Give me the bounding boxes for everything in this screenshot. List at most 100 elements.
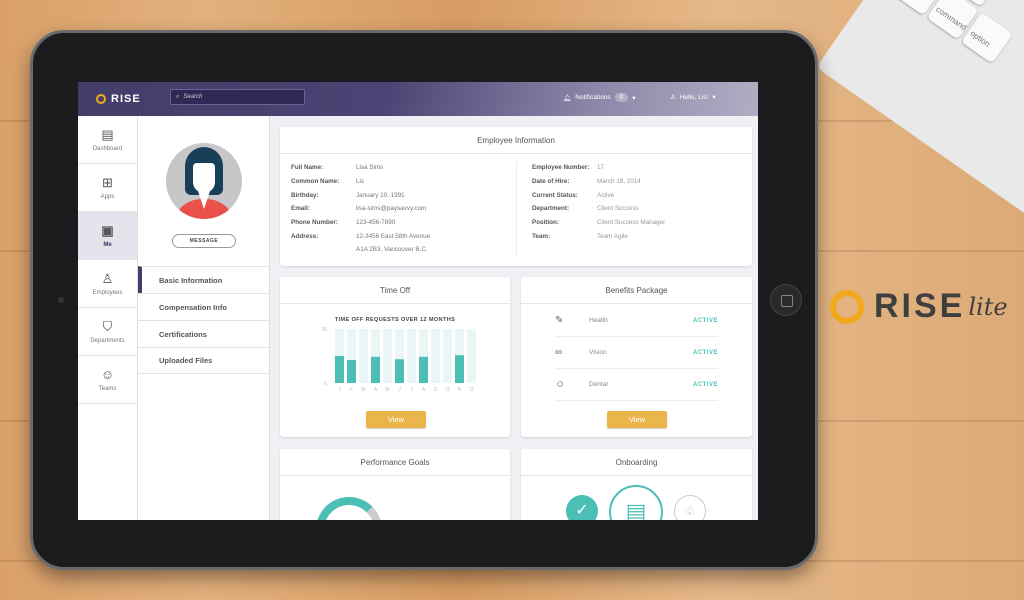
keyboard: command option [816, 0, 1024, 217]
bar-background [395, 329, 404, 383]
notifications-count: 0 [614, 93, 629, 102]
benefits-view-button[interactable]: View [607, 411, 667, 428]
info-value: 123-456-7890 [356, 219, 396, 227]
info-label: Department: [532, 205, 570, 213]
search-input[interactable]: ⌕ Search [170, 89, 305, 105]
info-label: Common Name: [291, 178, 340, 186]
nav-certifications[interactable]: Certifications [138, 320, 270, 347]
info-value: 12-3456 East 58th Avenue [356, 232, 431, 240]
dashboard-icon: ▤ [101, 126, 114, 142]
sidebar-item-label: Me [103, 241, 112, 248]
bar [347, 360, 356, 383]
bar-background [467, 329, 476, 383]
bar [419, 356, 428, 383]
person-icon: ♙ [101, 270, 114, 286]
info-row: Employee Number: 17 [532, 161, 742, 175]
brand-logo[interactable]: RISE [96, 93, 141, 105]
sidebar-item-label: Teams [98, 385, 117, 392]
camera [58, 297, 64, 303]
sidebar-item-me[interactable]: ▣ Me [78, 212, 137, 260]
bar-background [359, 329, 368, 383]
bar-background [383, 329, 392, 383]
card-title: Time Off [280, 277, 510, 304]
bar-background [443, 329, 452, 383]
x-tick-label: J [410, 387, 413, 393]
search-icon: ⌕ [176, 93, 180, 100]
logo-ring-icon [96, 94, 106, 104]
sidebar-item-apps[interactable]: ⊞ Apps [78, 164, 137, 212]
x-tick-label: O [446, 387, 450, 393]
ice-cream-icon[interactable]: ♧ [674, 495, 706, 520]
sidebar-item-teams[interactable]: ☺ Teams [78, 356, 137, 404]
user-icon: ♙ [670, 94, 676, 101]
x-tick-label: M [361, 387, 365, 393]
benefits-package-card: Benefits Package ✎ Health ACTIVE ∞ Vision ACT… [521, 277, 752, 437]
nav-uploaded-files[interactable]: Uploaded Files [138, 347, 270, 374]
employee-information-card: Employee Information Full Name: Lisa Sims… [280, 127, 752, 266]
card-title: Benefits Package [521, 277, 752, 304]
info-label: Email: [291, 205, 310, 213]
sidebar-item-departments[interactable]: ⛉ Departments [78, 308, 137, 356]
nav-compensation-info[interactable]: Compensation Info [138, 293, 270, 320]
user-menu[interactable]: ♙ Hello, Lis! ▾ [670, 93, 716, 102]
info-label: Employee Number: [532, 164, 590, 172]
x-tick-label: J [398, 387, 401, 393]
info-label: Current Status: [532, 191, 578, 199]
info-value: Team Agile [597, 232, 628, 240]
bar [335, 356, 344, 383]
profile-panel: MESSAGE Basic Information Compensation I… [138, 116, 270, 520]
info-value: Lis [356, 178, 365, 186]
sidebar-item-label: Departments [90, 337, 125, 344]
info-row: Date of Hire: March 18, 2014 [532, 175, 742, 189]
y-tick-label: 0 [324, 381, 327, 387]
card-title: Performance Goals [280, 449, 510, 476]
info-row: Current Status: Active [532, 188, 742, 202]
time-off-view-button[interactable]: View [366, 411, 426, 428]
nav-basic-information[interactable]: Basic Information [138, 266, 270, 293]
glasses-icon: ∞ [555, 347, 563, 358]
tooth-icon: ☺ [555, 379, 566, 390]
info-label: Team: [532, 232, 551, 240]
info-row: Phone Number: 123-456-7890 [291, 216, 511, 230]
info-row: Birthday: January 10, 1991 [291, 188, 511, 202]
info-label: Phone Number: [291, 219, 338, 227]
info-value: Client Success Manager [597, 219, 666, 227]
onboarding-card: Onboarding ✓ ▤ ♧ [521, 449, 752, 520]
message-button[interactable]: MESSAGE [172, 234, 236, 248]
goals-donut [316, 497, 382, 520]
card-title: Onboarding [521, 449, 752, 476]
sidebar-item-employees[interactable]: ♙ Employees [78, 260, 137, 308]
shield-icon: ⛉ [102, 318, 113, 334]
bell-icon: 🔔︎ [563, 94, 572, 102]
x-tick-label: J [338, 387, 341, 393]
benefit-name: Dental [589, 381, 608, 388]
x-tick-label: D [470, 387, 474, 393]
bar [395, 359, 404, 383]
bar [455, 355, 464, 383]
check-icon[interactable]: ✓ [566, 495, 598, 520]
benefit-status: ACTIVE [692, 381, 718, 388]
info-label: Full Name: [291, 164, 324, 172]
team-icon: ☺ [100, 366, 115, 382]
logo-text: RISE [874, 287, 966, 325]
benefit-row-dental: ☺ Dental ACTIVE [555, 369, 718, 401]
info-row: Full Name: Lisa Sims [291, 161, 511, 175]
info-value: 17 [597, 164, 605, 172]
benefit-status: ACTIVE [692, 317, 718, 324]
benefit-status: ACTIVE [692, 349, 718, 356]
info-label: Position: [532, 219, 559, 227]
app-screen: RISE ⌕ Search 🔔︎ Notifications 0 ▾ ♙ Hello, L… [78, 82, 758, 520]
x-tick-label: N [458, 387, 462, 393]
sidebar-item-label: Apps [100, 193, 115, 200]
chart-title: TIME OFF REQUESTS OVER 12 MONTHS [334, 317, 456, 323]
home-button[interactable] [770, 284, 802, 316]
x-tick-label: F [350, 387, 353, 393]
bar-background [347, 329, 356, 383]
brand-name: RISE [111, 93, 141, 105]
notifications-menu[interactable]: 🔔︎ Notifications 0 ▾ [563, 93, 636, 102]
card-title: Employee Information [280, 127, 752, 154]
sidebar-item-dashboard[interactable]: ▤ Dashboard [78, 116, 137, 164]
performance-goals-card: Performance Goals [280, 449, 510, 520]
clipboard-icon[interactable]: ▤ [609, 485, 663, 520]
rise-lite-logo: RISE lite [830, 287, 1008, 326]
